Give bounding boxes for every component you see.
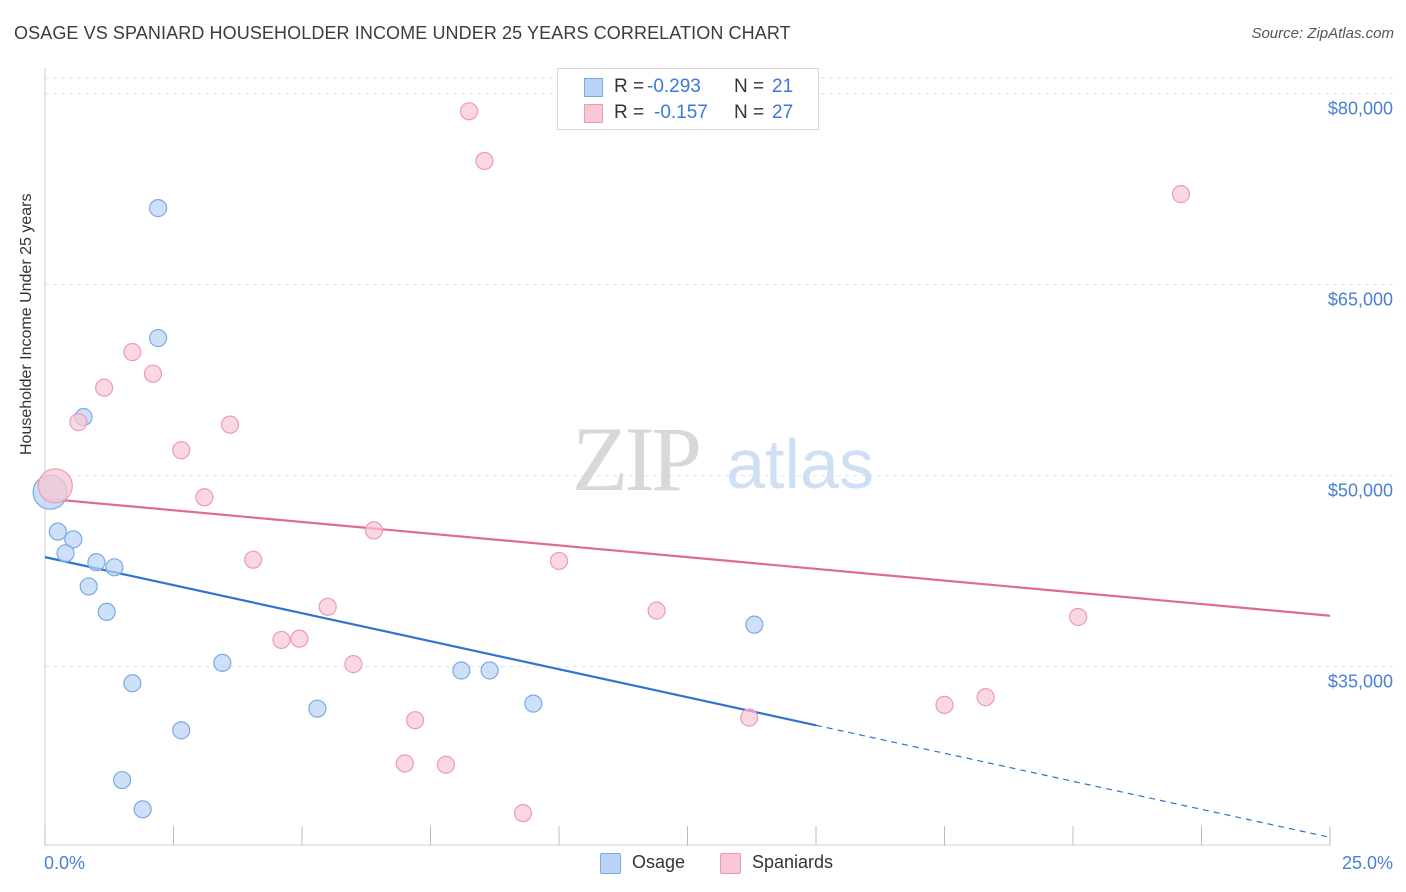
osage-point	[148, 199, 168, 218]
osage-point	[48, 522, 67, 541]
spaniards-point	[549, 551, 569, 571]
spaniards-point	[172, 441, 191, 460]
spaniards-point	[37, 468, 73, 504]
spaniards-point	[344, 655, 363, 674]
osage-point	[56, 544, 75, 563]
y-tick-label: $65,000	[1328, 290, 1393, 310]
osage-point	[123, 674, 142, 693]
osage-point	[79, 577, 98, 596]
osage-point	[172, 721, 191, 740]
osage-point	[452, 661, 471, 680]
y-tick-label: $35,000	[1328, 672, 1393, 692]
osage-point	[133, 800, 152, 819]
watermark-atlas: atlas	[726, 425, 874, 503]
tick-labels: $80,000 $65,000 $50,000 $35,000 0.0% 25.0%	[44, 98, 1393, 873]
spaniards-point	[513, 804, 533, 823]
r-value: -0.157	[654, 102, 708, 123]
x-tick-label: 25.0%	[1342, 853, 1393, 873]
spaniards-point	[459, 102, 479, 121]
y-tick-label: $50,000	[1328, 481, 1393, 501]
x-tick-label: 0.0%	[44, 853, 85, 873]
spaniards-point	[976, 688, 995, 707]
gridlines	[45, 77, 1395, 668]
spaniards-point	[475, 151, 494, 171]
source-label: Source: ZipAtlas.com	[1251, 25, 1394, 42]
r-value: -0.293	[647, 76, 701, 97]
spaniards-trend-line	[44, 497, 1331, 617]
r-label: R =	[614, 76, 645, 97]
n-label: N =	[734, 76, 765, 97]
spaniards-legend-label: Spaniards	[752, 852, 834, 872]
spaniards-point	[244, 550, 263, 569]
osage-legend-swatch	[600, 853, 621, 874]
spaniards-point	[220, 415, 240, 434]
osage-point	[105, 558, 124, 577]
osage-point	[87, 553, 106, 572]
n-label: N =	[734, 102, 765, 123]
osage-point	[148, 328, 168, 348]
spaniards-point	[647, 601, 666, 620]
y-axis-label: Householder Income Under 25 years	[18, 193, 35, 455]
osage-trend-line	[44, 556, 817, 727]
osage-point	[112, 770, 132, 790]
spaniards-point	[69, 413, 88, 432]
spaniards-swatch	[584, 104, 603, 123]
n-value: 27	[772, 102, 794, 123]
n-value: 21	[772, 76, 794, 97]
spaniards-point	[95, 378, 114, 397]
spaniards-point	[1171, 185, 1191, 204]
osage-point	[97, 602, 116, 622]
chart-title: OSAGE VS SPANIARD HOUSEHOLDER INCOME UND…	[14, 23, 791, 43]
osage-legend-label: Osage	[632, 852, 686, 872]
spaniards-point	[436, 755, 456, 774]
osage-point	[524, 694, 543, 713]
spaniards-point	[143, 364, 163, 383]
spaniards-point	[1069, 607, 1088, 627]
watermark-zip: ZIP	[572, 408, 699, 510]
osage-point	[480, 661, 499, 680]
osage-point	[213, 653, 232, 672]
watermark: ZIP atlas	[572, 408, 874, 510]
osage-point	[308, 699, 327, 718]
spaniards-point	[740, 708, 759, 727]
series-legend: Osage Spaniards	[600, 852, 860, 876]
osage-swatch	[584, 78, 603, 97]
osage-trend-extension	[815, 724, 1331, 838]
spaniards-point	[272, 630, 291, 650]
spaniards-point	[318, 597, 337, 616]
data-points	[32, 102, 1191, 823]
spaniards-point	[195, 488, 214, 507]
osage-point	[745, 615, 764, 634]
axes	[44, 68, 1331, 846]
spaniards-point	[290, 629, 309, 648]
r-label: R =	[614, 102, 645, 123]
y-tick-label: $80,000	[1328, 98, 1393, 118]
spaniards-point	[123, 342, 142, 362]
spaniards-point	[395, 754, 414, 773]
spaniards-point	[364, 521, 384, 540]
spaniards-legend-swatch	[720, 853, 741, 874]
correlation-legend: R = -0.293 N = 21 R = -0.157 N = 27	[557, 68, 819, 130]
spaniards-point	[935, 695, 954, 714]
osage-point	[64, 530, 83, 549]
spaniards-point	[405, 711, 425, 730]
trend-lines	[44, 497, 1331, 838]
